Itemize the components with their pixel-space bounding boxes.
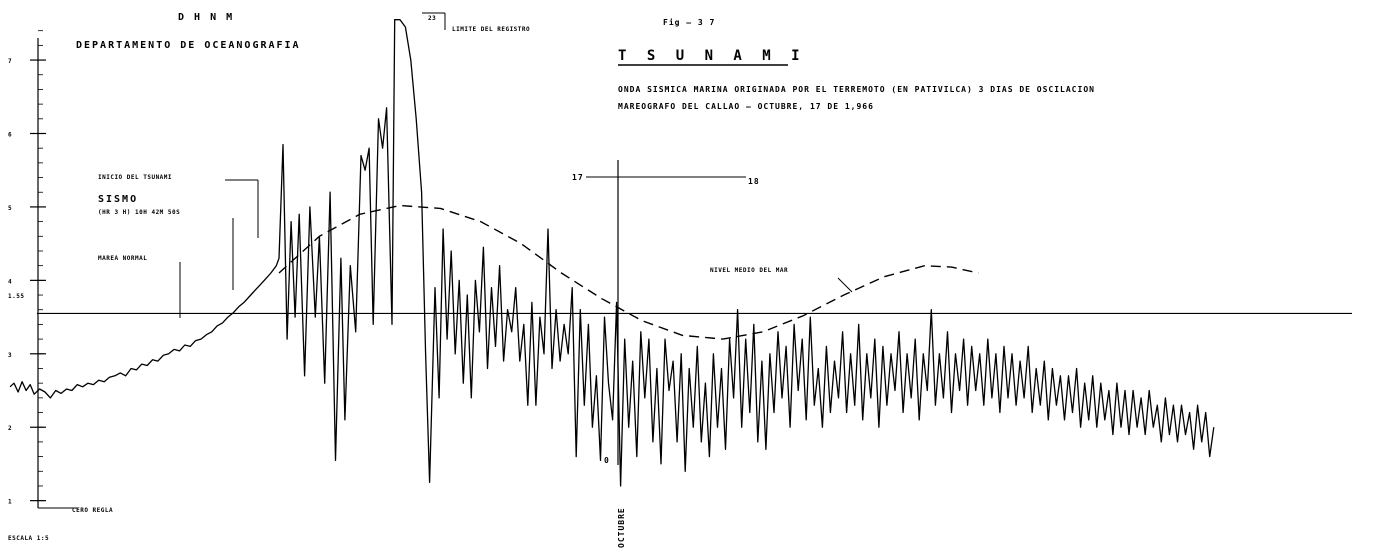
msl-leader xyxy=(837,277,853,293)
y-tick-label: 2 xyxy=(8,425,12,432)
start-note: INICIO DEL TSUNAMI xyxy=(98,174,172,181)
limit-hour: 23 xyxy=(428,15,436,22)
org-label: D H N M xyxy=(178,12,234,23)
figure-number: Fig — 3 7 xyxy=(663,17,715,27)
limit-label: LIMITE DEL REGISTRO xyxy=(452,26,530,33)
chart-title: T S U N A M I xyxy=(618,48,806,64)
department-label: DEPARTAMENTO DE OCEANOGRAFIA xyxy=(76,40,301,51)
y-tick-label: 5 xyxy=(8,205,12,212)
y-tick-label: 6 xyxy=(8,131,12,138)
sismo-time: (HR 3 H) 10H 42M 50S xyxy=(98,209,180,216)
chart-subtitle-1: ONDA SISMICA MARINA ORIGINADA POR EL TER… xyxy=(618,85,1095,94)
mean-sea-level-label: NIVEL MEDIO DEL MAR xyxy=(710,267,788,274)
y-tick-label: 1 xyxy=(8,499,12,506)
y-tick-label: 7 xyxy=(8,58,12,65)
annotations: INICIO DEL TSUNAMI SISMO (HR 3 H) 10H 42… xyxy=(8,12,853,548)
sismo-label: SISMO xyxy=(98,194,138,205)
day-17-label: 17 xyxy=(572,173,584,182)
y-axis: 7 6 5 4 3 2 1 xyxy=(8,30,46,508)
y-tick-label: 4 xyxy=(8,278,12,285)
tsunami-oscillation-line xyxy=(9,19,1215,487)
y-ref-label: 1.55 xyxy=(8,293,24,300)
day-18-label: 18 xyxy=(748,177,760,186)
zero-ref-label: CERO REGLA xyxy=(72,507,113,514)
octubre-label: OCTUBRE xyxy=(617,507,626,548)
chart-subtitle-2: MAREOGRAFO DEL CALLAO — OCTUBRE, 17 DE 1… xyxy=(618,102,874,111)
tide-trend-dashed-line xyxy=(278,204,979,340)
zero-hour-label: 0 xyxy=(604,456,610,465)
scale-label: ESCALA 1:5 xyxy=(8,535,49,542)
normal-tide-label: MAREA NORMAL xyxy=(98,255,147,262)
y-tick-label: 3 xyxy=(8,352,12,359)
